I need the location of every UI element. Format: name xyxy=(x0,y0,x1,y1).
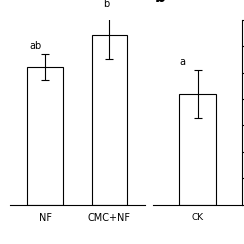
Bar xyxy=(179,94,216,205)
Text: a: a xyxy=(179,57,185,67)
Text: ab: ab xyxy=(29,41,41,51)
Bar xyxy=(92,35,127,205)
Text: b: b xyxy=(155,0,166,5)
Text: b: b xyxy=(103,0,109,9)
Bar xyxy=(27,67,63,205)
